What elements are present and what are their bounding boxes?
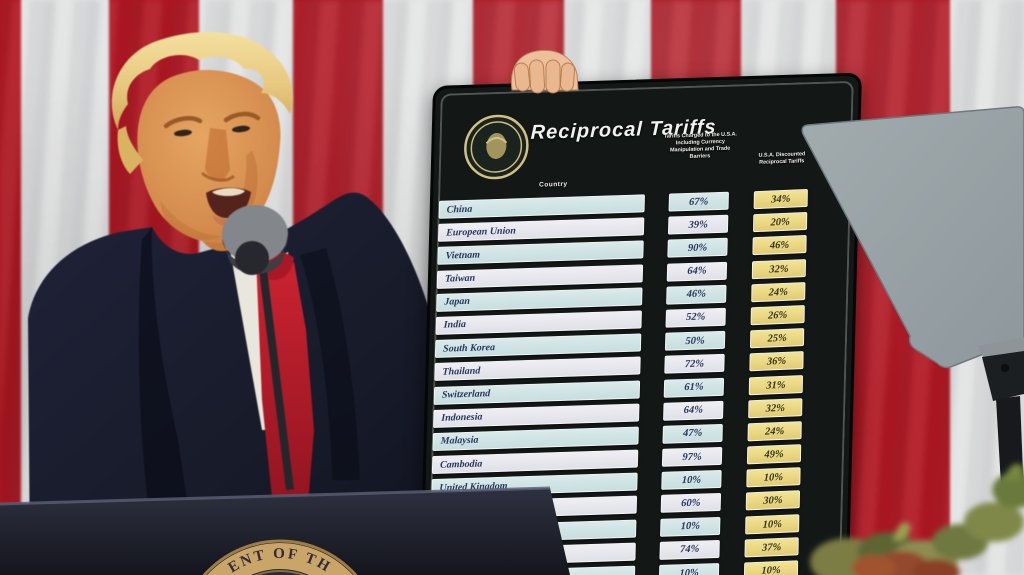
- presidential-seal-icon: [464, 114, 529, 180]
- suit-jacket: [28, 192, 452, 575]
- nostril-shadow: [201, 171, 235, 182]
- microphone-icon: [222, 205, 294, 491]
- eye-right: [232, 125, 250, 133]
- eyebrow-left: [163, 116, 203, 129]
- lapel-shadow-right: [300, 248, 360, 480]
- hair-side: [117, 126, 143, 174]
- eye-left: [174, 129, 192, 137]
- lapel-shadow: [138, 227, 190, 520]
- tariff-board: Reciprocal Tariffs Country Tariffs Charg…: [419, 72, 862, 575]
- presidential-seal-icon: ENT OF TH: [202, 539, 358, 575]
- upper-teeth: [212, 188, 245, 197]
- nose: [205, 128, 230, 180]
- jaw-shading: [160, 200, 222, 241]
- hair: [111, 31, 293, 130]
- foliage: [810, 463, 1024, 575]
- eyebrow-right: [223, 111, 261, 123]
